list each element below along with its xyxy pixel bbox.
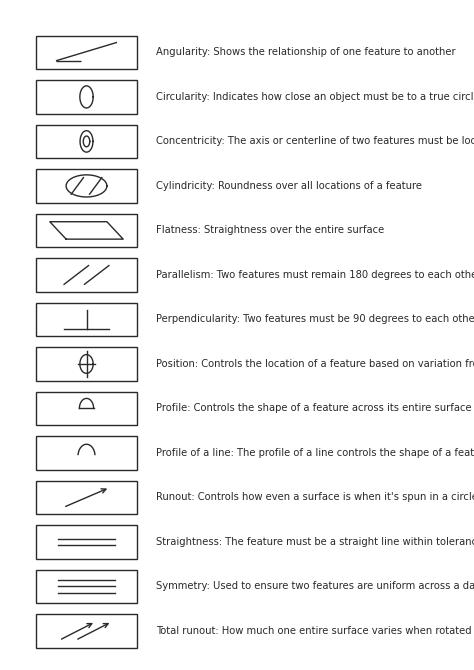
Text: Cylindricity: Roundness over all locations of a feature: Cylindricity: Roundness over all locatio…	[156, 181, 422, 191]
Text: Concentricity: The axis or centerline of two features must be located together: Concentricity: The axis or centerline of…	[156, 137, 474, 147]
Text: Position: Controls the location of a feature based on variation from basic dimen: Position: Controls the location of a fea…	[156, 359, 474, 369]
Text: Perpendicularity: Two features must be 90 degrees to each other: Perpendicularity: Two features must be 9…	[156, 314, 474, 324]
Bar	[36, 214, 137, 247]
Text: Profile of a line: The profile of a line controls the shape of a feature: Profile of a line: The profile of a line…	[156, 448, 474, 458]
Bar	[36, 570, 137, 603]
Bar	[36, 80, 137, 114]
Text: Symmetry: Used to ensure two features are uniform across a datum plane: Symmetry: Used to ensure two features ar…	[156, 582, 474, 592]
Bar	[36, 170, 137, 203]
Bar	[36, 392, 137, 425]
Bar	[36, 347, 137, 381]
Bar	[36, 303, 137, 336]
Bar	[36, 36, 137, 69]
Text: Profile: Controls the shape of a feature across its entire surface: Profile: Controls the shape of a feature…	[156, 403, 472, 413]
Text: Straightness: The feature must be a straight line within tolerance: Straightness: The feature must be a stra…	[156, 537, 474, 547]
Bar	[36, 436, 137, 470]
Text: Parallelism: Two features must remain 180 degrees to each other: Parallelism: Two features must remain 18…	[156, 270, 474, 280]
Bar	[36, 614, 137, 648]
Bar	[36, 525, 137, 559]
Text: Angularity: Shows the relationship of one feature to another: Angularity: Shows the relationship of on…	[156, 48, 456, 58]
Text: Circularity: Indicates how close an object must be to a true circle: Circularity: Indicates how close an obje…	[156, 92, 474, 102]
Bar	[36, 125, 137, 158]
Bar	[36, 481, 137, 515]
Text: Total runout: How much one entire surface varies when rotated 360 degrees: Total runout: How much one entire surfac…	[156, 626, 474, 636]
Text: Runout: Controls how even a surface is when it's spun in a circle: Runout: Controls how even a surface is w…	[156, 492, 474, 502]
Text: Flatness: Straightness over the entire surface: Flatness: Straightness over the entire s…	[156, 225, 385, 235]
Bar	[36, 258, 137, 291]
